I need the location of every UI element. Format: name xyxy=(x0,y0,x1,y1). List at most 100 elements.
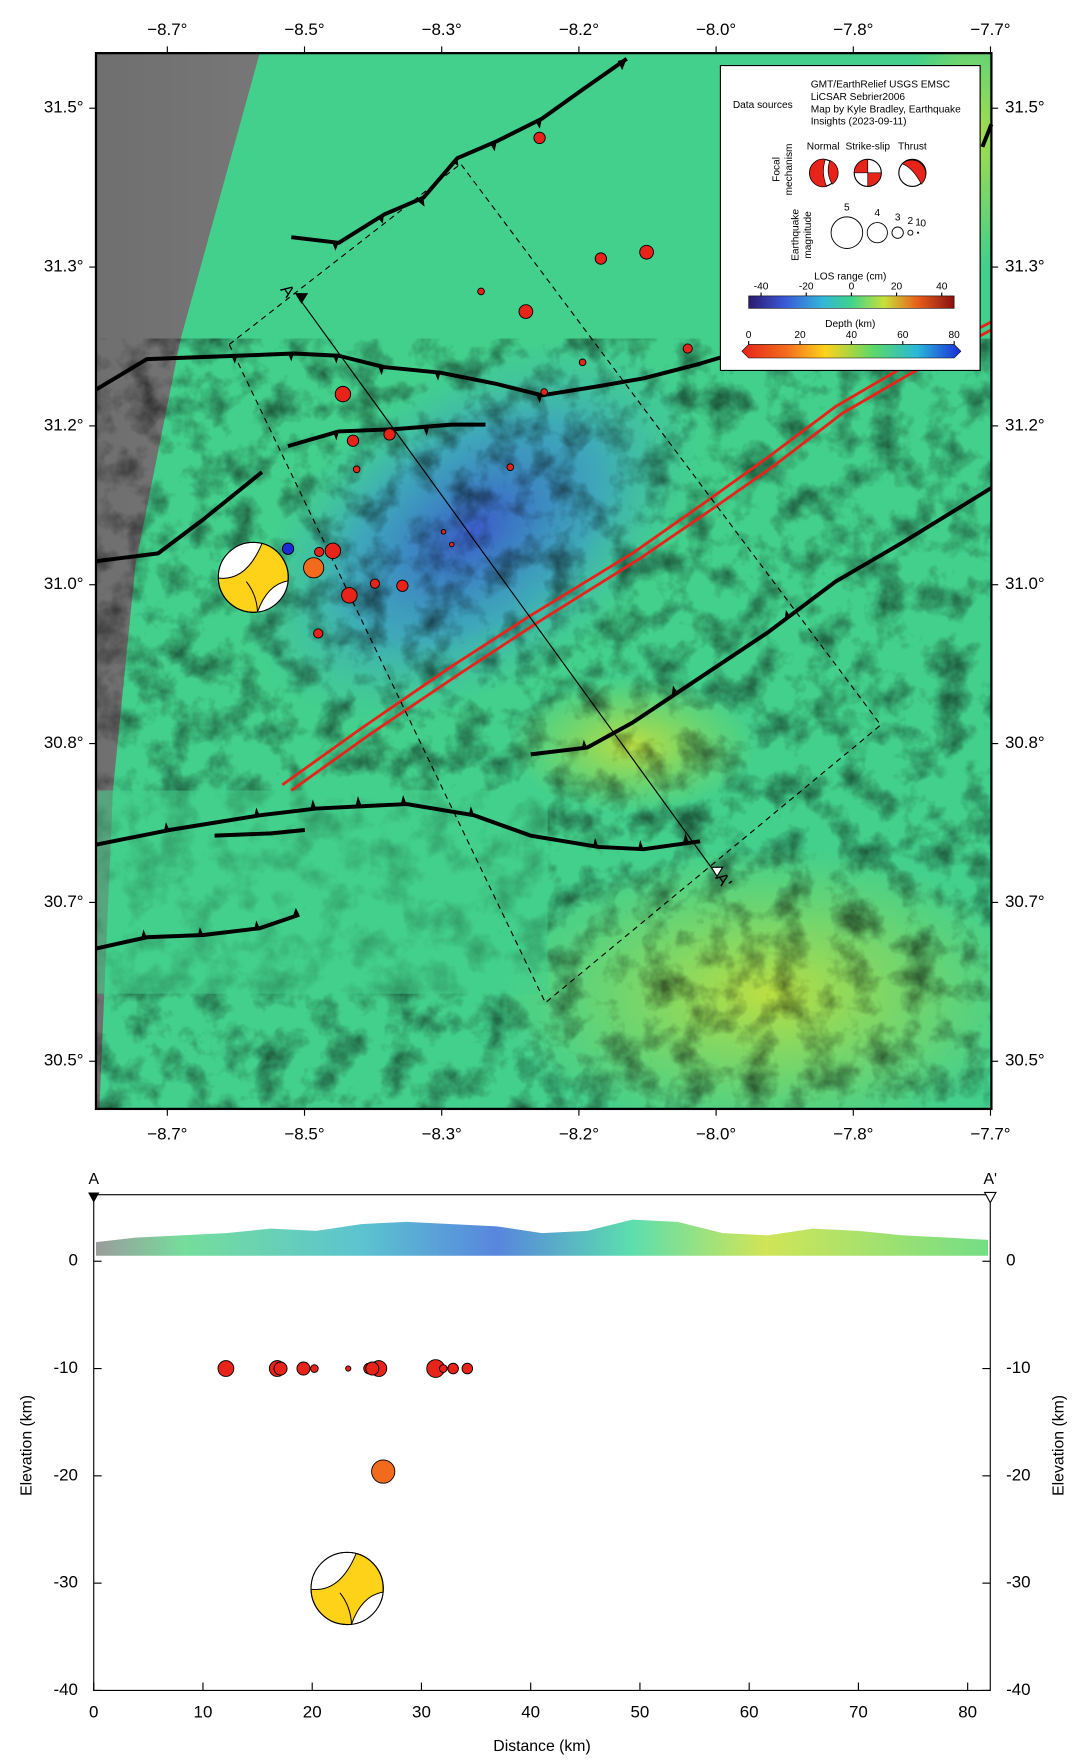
x-tick-label: −8.2° xyxy=(559,1124,599,1143)
elevation-profile xyxy=(95,1219,989,1256)
y-tick-label: -20 xyxy=(1006,1465,1030,1484)
x-tick-label: 60 xyxy=(740,1702,759,1721)
earthquake xyxy=(578,358,587,367)
earthquake xyxy=(461,1362,474,1375)
earthquake xyxy=(396,579,409,592)
earthquake xyxy=(439,1364,448,1373)
earthquake xyxy=(594,252,608,265)
earthquake xyxy=(303,557,325,579)
x-tick-label: −8.5° xyxy=(284,20,324,39)
earthquake xyxy=(369,578,381,589)
x-tick-label: 40 xyxy=(521,1702,540,1721)
earthquake xyxy=(447,1362,459,1375)
earthquake xyxy=(682,343,693,354)
legend-depth-title: Depth (km) xyxy=(825,319,875,330)
earthquake xyxy=(314,546,325,557)
earthquake xyxy=(518,304,534,319)
legend-beachball-quadrant xyxy=(853,158,882,187)
y-tick-label: 0 xyxy=(1006,1251,1015,1270)
faults xyxy=(94,57,994,951)
legend: Data sources LOS range (cm) Depth (km) G… xyxy=(719,65,981,372)
legend-depth-tick-label: 20 xyxy=(794,330,806,341)
legend-depth-tick-label: 60 xyxy=(897,330,909,341)
legend-magnitude-label: 4 xyxy=(874,208,880,219)
earthquake xyxy=(371,1459,396,1484)
map-events xyxy=(281,131,693,639)
legend-magnitude-label: 0 xyxy=(920,218,926,229)
legend-los-tick-label: 20 xyxy=(891,282,903,293)
legend-focal-title: mechanism xyxy=(784,143,795,195)
profile-end-marker xyxy=(983,1191,997,1204)
earthquake xyxy=(273,1361,288,1376)
y-tick-label: -30 xyxy=(1006,1573,1030,1592)
legend-magnitude-label: 5 xyxy=(844,203,850,214)
y-axis-label-right: Elevation (km) xyxy=(1050,1395,1067,1496)
beachball-quadrant xyxy=(340,1593,352,1624)
y-tick-label: 0 xyxy=(68,1251,77,1270)
x-tick-label: −8.3° xyxy=(422,1124,462,1143)
fault-rupture xyxy=(281,320,993,792)
xsec-start-label: A xyxy=(88,1171,99,1188)
beachball-edge xyxy=(218,542,288,612)
legend-beachball-quadrant xyxy=(809,158,839,188)
legend-magnitude-circle xyxy=(866,222,888,244)
earthquake xyxy=(324,542,342,560)
legend-magnitude-title: magnitude xyxy=(803,211,814,259)
legend-source: Map by Kyle Bradley, Earthquake xyxy=(811,104,961,115)
legend-data-sources-label: Data sources xyxy=(733,100,793,111)
legend-los-tick-label: 0 xyxy=(849,282,855,293)
y-tick-label: 31.3° xyxy=(1005,257,1045,276)
x-tick-label: 50 xyxy=(631,1702,650,1721)
y-tick-label: 30.7° xyxy=(1005,892,1045,911)
y-tick-label: 31.0° xyxy=(44,574,84,593)
earthquake xyxy=(313,628,324,639)
y-tick-label: 30.8° xyxy=(44,733,84,752)
y-tick-label: 30.5° xyxy=(44,1051,84,1070)
legend-magnitude-circle xyxy=(830,216,864,249)
legend-los-tick-label: -40 xyxy=(754,282,769,293)
y-tick-label: -20 xyxy=(53,1465,77,1484)
legend-beachball-quadrant xyxy=(901,159,927,185)
x-tick-label: 0 xyxy=(89,1702,98,1721)
earthquake xyxy=(341,587,358,604)
earthquake xyxy=(352,465,361,474)
earthquake xyxy=(310,1364,319,1373)
y-tick-label: -40 xyxy=(1006,1680,1030,1699)
x-tick-label: −7.8° xyxy=(833,1124,873,1143)
profile-start-marker xyxy=(88,1192,100,1203)
y-tick-label: 31.0° xyxy=(1005,574,1045,593)
y-tick-label: 31.5° xyxy=(1005,98,1045,117)
beachball-edge xyxy=(311,1552,383,1624)
cross-section: 0 10 20 30 40 50 60 70 80 -40 -40 -30 -30 -20 -20 -10 -1… xyxy=(53,1251,1030,1722)
x-tick-label: 80 xyxy=(958,1702,977,1721)
y-tick-label: -10 xyxy=(53,1358,77,1377)
x-tick-label: −7.7° xyxy=(970,1124,1010,1143)
legend-focal-title: Focal xyxy=(772,157,783,182)
legend-los-tick-label: 40 xyxy=(936,282,948,293)
x-tick-label: 30 xyxy=(412,1702,431,1721)
legend-source: GMT/EarthRelief USGS EMSC xyxy=(811,79,950,90)
legend-magnitude-circle xyxy=(891,226,904,239)
earthquake xyxy=(346,434,360,447)
earthquake xyxy=(345,1365,352,1372)
x-tick-label: −8.2° xyxy=(559,20,599,39)
x-tick-label: 10 xyxy=(194,1702,213,1721)
x-tick-label: 20 xyxy=(303,1702,322,1721)
earthquake xyxy=(281,542,295,555)
legend-los-title: LOS range (cm) xyxy=(814,271,886,282)
earthquake xyxy=(449,541,455,548)
legend-source: Insights (2023-09-11) xyxy=(811,117,907,128)
x-tick-label: −8.7° xyxy=(147,20,187,39)
y-tick-label: 31.2° xyxy=(1005,415,1045,434)
x-tick-label: −7.7° xyxy=(970,20,1010,39)
xsec-end-label: A' xyxy=(983,1171,997,1188)
earthquake xyxy=(477,287,485,296)
y-tick-label: 31.5° xyxy=(44,98,84,117)
earthquake xyxy=(440,529,447,535)
earthquake xyxy=(639,244,654,260)
x-tick-label: 70 xyxy=(849,1702,868,1721)
legend-mechanism-label: Thrust xyxy=(898,142,927,153)
earthquake xyxy=(334,385,352,403)
legend-mechanism-label: Strike-slip xyxy=(845,142,890,153)
